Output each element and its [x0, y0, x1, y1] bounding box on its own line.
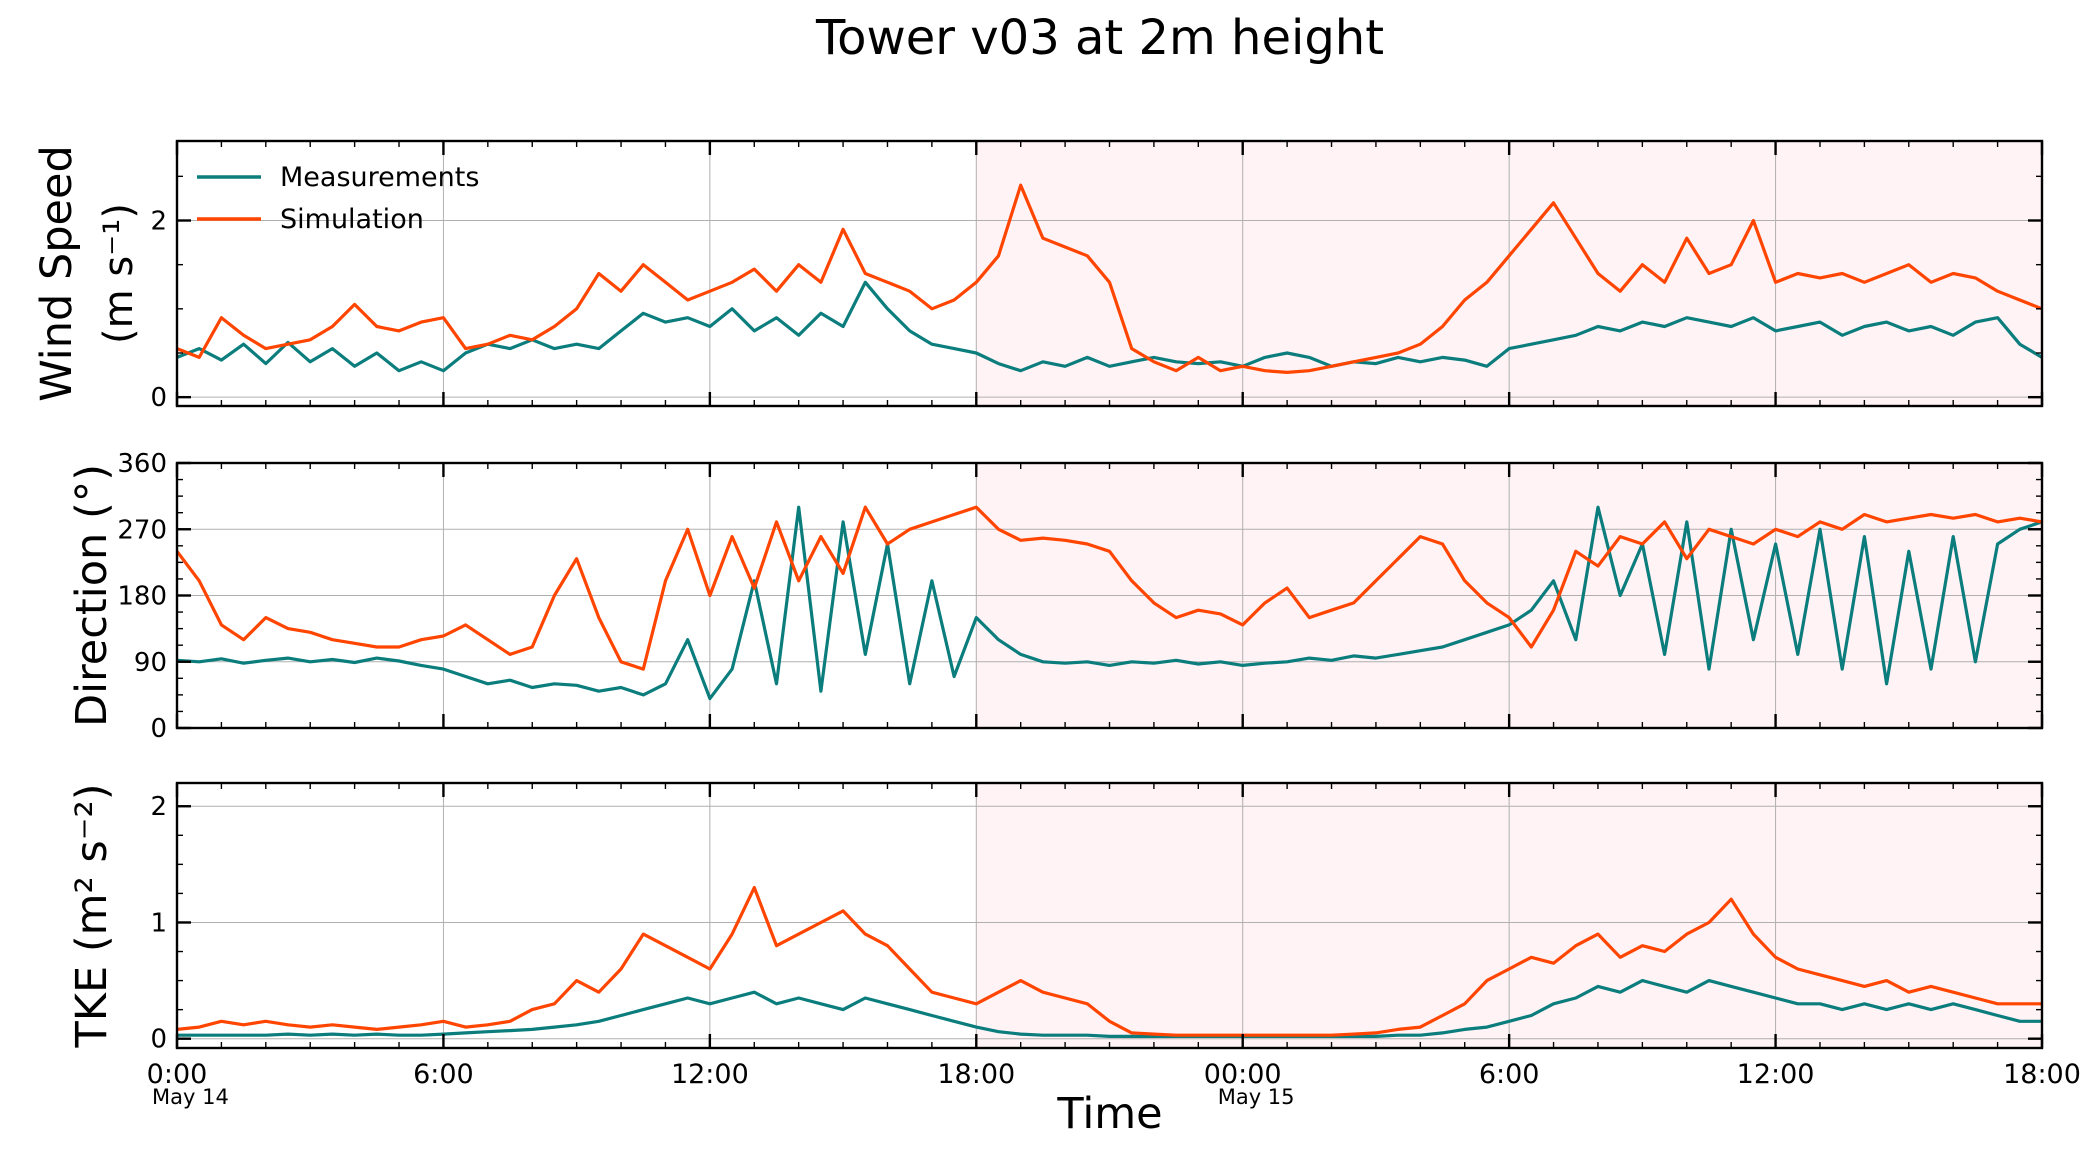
y-tick-label: 90	[134, 648, 167, 678]
y-axis-label: Direction (°)	[67, 464, 117, 727]
y-tick-label: 2	[150, 792, 167, 822]
x-tick-label: 12:00	[671, 1059, 749, 1090]
y-axis-label-units: (m s⁻¹)	[96, 203, 142, 344]
x-tick-label: 18:00	[2003, 1059, 2081, 1090]
legend: Measurements Simulation	[197, 162, 479, 235]
legend-label-measurements: Measurements	[280, 162, 479, 193]
series-line-simulation	[175, 505, 2043, 671]
y-tick-label: 2	[150, 207, 167, 237]
x-tick-label: 18:00	[937, 1059, 1015, 1090]
y-axis-label: TKE (m² s⁻²)	[67, 784, 117, 1049]
x-date-label: May 14	[152, 1085, 229, 1109]
y-tick-label: 270	[117, 515, 167, 545]
y-tick-label: 180	[117, 582, 167, 612]
y-tick-label: 0	[150, 383, 167, 413]
y-tick-label: 0	[150, 1025, 167, 1055]
x-date-label: May 15	[1218, 1085, 1295, 1109]
y-tick-label: 0	[150, 714, 167, 744]
x-tick-label: 6:00	[413, 1059, 474, 1090]
x-tick-label: 12:00	[1737, 1059, 1815, 1090]
series-line-measurements	[176, 505, 2043, 701]
x-tick-label: 00:00	[1204, 1059, 1282, 1090]
series-line-simulation	[176, 183, 2043, 374]
panel-tke: 0 1 2 TKE (m² s⁻²)	[67, 781, 2044, 1055]
x-tick-label: 0:00	[147, 1059, 208, 1090]
chart-panels: 0 2 Wind Speed (m s⁻¹) 0 90 180 270 360Direction…	[32, 139, 2081, 1109]
series-line-simulation	[176, 886, 2042, 1037]
chart-title: Tower v03 at 2m height	[815, 10, 1384, 66]
legend-label-simulation: Simulation	[280, 204, 424, 235]
series-line-measurements	[177, 979, 2042, 1038]
x-tick-label: 6:00	[1479, 1059, 1540, 1090]
x-axis-label: Time	[1056, 1089, 1162, 1139]
y-axis-label: Wind Speed	[32, 145, 82, 402]
y-tick-label: 1	[150, 908, 167, 938]
panel-wind: 0 2 Wind Speed (m s⁻¹)	[32, 139, 2044, 413]
y-tick-label: 360	[117, 449, 167, 479]
